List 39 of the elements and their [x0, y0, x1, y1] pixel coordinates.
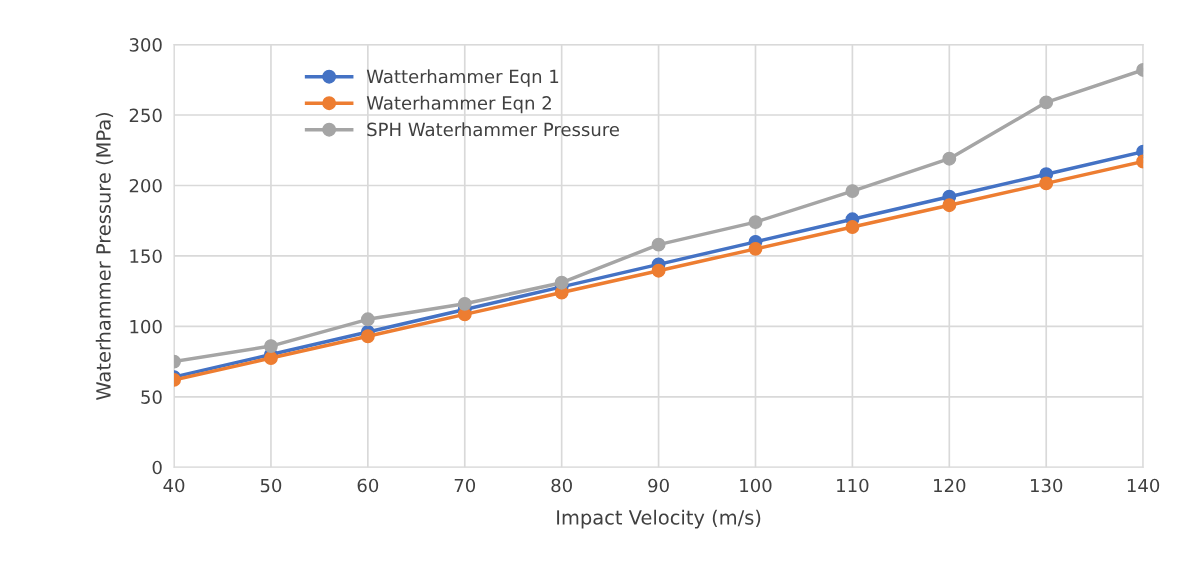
- point: [942, 151, 957, 166]
- point: [1039, 176, 1054, 191]
- point: [554, 275, 569, 290]
- y-axis-title: Waterhammer Pressure (MPa): [95, 112, 114, 400]
- x-tick-label: 70: [454, 478, 476, 493]
- x-tick-label: 40: [163, 478, 185, 493]
- point: [263, 351, 278, 366]
- x-tick-label: 80: [551, 478, 572, 493]
- y-tick-label: 50: [141, 390, 162, 404]
- legend-label: SPH Waterhammer Pressure: [367, 122, 619, 137]
- point: [457, 296, 472, 311]
- point: [360, 312, 375, 327]
- y-tick-label: 100: [130, 319, 162, 334]
- point: [748, 215, 763, 230]
- legend-label: Watterhammer Eqn 1: [366, 69, 559, 87]
- legend-label: Waterhammer Eqn 2: [366, 95, 551, 114]
- x-tick-label: 110: [837, 478, 869, 493]
- y-tick-label: 0: [152, 460, 162, 475]
- point: [1039, 95, 1054, 110]
- x-tick-label: 90: [648, 478, 669, 493]
- point: [651, 263, 666, 278]
- point: [942, 198, 957, 213]
- x-tick-label: 60: [357, 478, 379, 493]
- point: [845, 220, 860, 234]
- y-tick-label: 300: [129, 38, 162, 52]
- point: [845, 184, 860, 199]
- x-tick-label: 130: [1030, 478, 1063, 493]
- x-tick-label: 50: [260, 478, 282, 493]
- x-tick-label: 140: [1127, 478, 1160, 493]
- x-axis-title: Impact Velocity (m/s): [557, 509, 761, 529]
- point: [263, 339, 278, 354]
- y-tick-label: 150: [130, 249, 162, 264]
- point: [651, 237, 666, 252]
- point: [360, 329, 375, 344]
- point: [748, 241, 763, 256]
- x-tick-label: 120: [934, 478, 966, 493]
- y-tick-label: 200: [129, 178, 162, 193]
- y-tick-label: 250: [129, 108, 162, 123]
- x-tick-label: 100: [740, 478, 772, 493]
